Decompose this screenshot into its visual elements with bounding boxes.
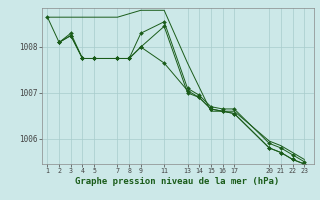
X-axis label: Graphe pression niveau de la mer (hPa): Graphe pression niveau de la mer (hPa)	[76, 177, 280, 186]
